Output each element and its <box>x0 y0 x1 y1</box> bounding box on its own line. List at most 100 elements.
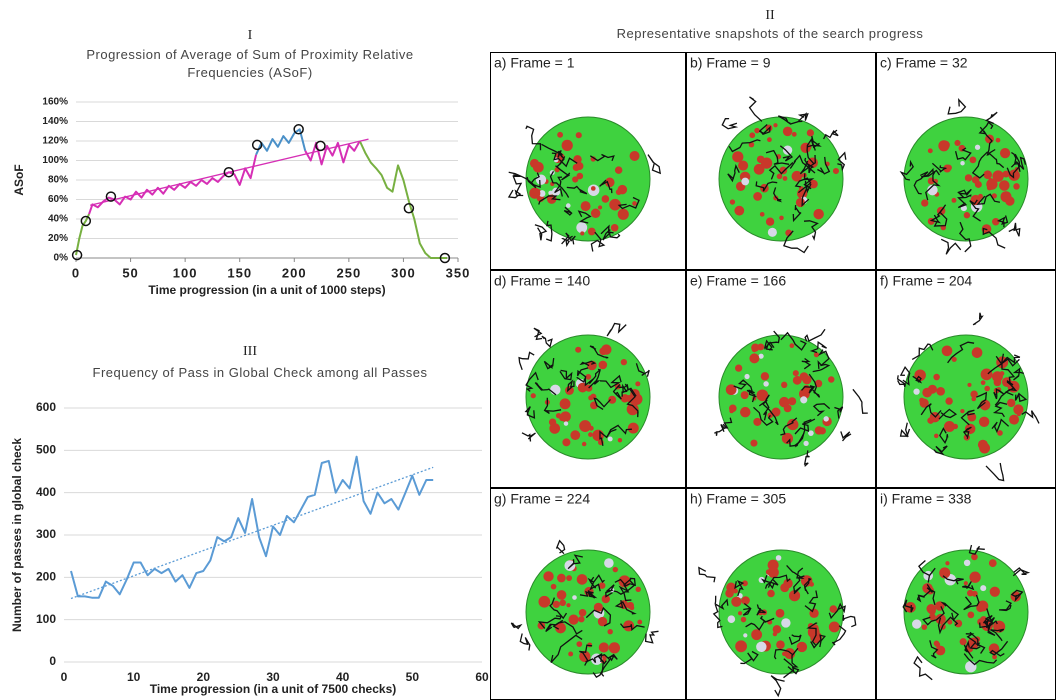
snapshot-label: b) Frame = 9 <box>690 55 771 71</box>
surface-patch <box>954 140 960 146</box>
surface-patch <box>767 590 775 598</box>
surface-patch <box>766 218 774 226</box>
surface-patch <box>792 132 797 137</box>
surface-patch <box>618 209 629 220</box>
surface-patch <box>984 386 990 392</box>
surface-patch <box>781 618 790 627</box>
surface-patch <box>981 368 993 380</box>
data-line <box>89 155 256 214</box>
surface-patch <box>588 432 593 437</box>
surface-patch <box>967 590 974 597</box>
y-tick-label: 40% <box>48 214 68 225</box>
surface-patch <box>741 596 750 605</box>
snapshot-label: h) Frame = 305 <box>690 491 786 507</box>
surface-patch <box>783 146 792 155</box>
surface-patch <box>553 601 560 608</box>
surface-patch <box>602 195 610 203</box>
surface-patch <box>578 616 584 622</box>
surface-patch <box>972 347 983 358</box>
surface-patch <box>615 166 623 174</box>
surface-patch <box>549 423 560 434</box>
surface-patch <box>621 359 627 365</box>
surface-patch <box>753 192 762 201</box>
surface-patch <box>960 638 967 645</box>
y-tick-label: 140% <box>42 116 68 127</box>
surface-patch <box>529 188 540 199</box>
surface-patch <box>1000 371 1005 376</box>
surface-patch <box>828 376 834 382</box>
surface-patch <box>557 574 566 583</box>
surface-patch <box>768 228 777 237</box>
snapshot-label: g) Frame = 224 <box>494 491 590 507</box>
surface-patch <box>934 434 939 439</box>
surface-patch <box>922 388 932 398</box>
surface-patch <box>803 441 808 446</box>
y-tick-label: 400 <box>36 485 56 499</box>
x-tick-label: 250 <box>337 265 362 280</box>
surface-patch <box>783 176 788 181</box>
surface-patch <box>566 203 571 208</box>
x-tick-label: 10 <box>127 670 141 684</box>
x-tick-label: 200 <box>282 265 307 280</box>
surface-patch <box>579 609 587 617</box>
surface-patch <box>776 640 785 649</box>
panel-number: II <box>620 8 920 24</box>
surface-patch <box>559 600 566 607</box>
surface-patch <box>530 159 539 168</box>
surface-patch <box>568 615 578 625</box>
surface-patch <box>952 198 957 203</box>
surface-patch <box>609 642 620 653</box>
surface-patch <box>922 624 928 630</box>
surface-patch <box>757 156 765 164</box>
surface-patch <box>576 222 587 233</box>
surface-patch <box>750 440 757 447</box>
surface-patch <box>588 228 596 236</box>
surface-patch <box>611 224 619 232</box>
surface-patch <box>912 619 921 628</box>
surface-patch <box>781 382 787 388</box>
panel-number: III <box>100 344 400 360</box>
surface-patch <box>637 620 642 625</box>
surface-patch <box>557 590 567 600</box>
surface-patch <box>730 199 735 204</box>
y-tick-label: 200 <box>36 570 56 584</box>
surface-patch <box>960 161 964 165</box>
surface-patch <box>796 198 805 207</box>
surface-patch <box>630 151 640 161</box>
surface-patch <box>779 397 790 408</box>
snapshot-label: a) Frame = 1 <box>494 55 575 71</box>
surface-patch <box>731 597 741 607</box>
surface-patch <box>776 609 785 618</box>
surface-patch <box>599 642 609 652</box>
surface-patch <box>576 641 582 647</box>
surface-patch <box>591 209 600 218</box>
surface-patch <box>926 604 936 614</box>
surface-patch <box>582 442 587 447</box>
surface-patch <box>992 170 1003 181</box>
panel-title: Representative snapshots of the search p… <box>520 25 1020 43</box>
surface-patch <box>971 397 976 402</box>
surface-patch <box>933 374 939 380</box>
surface-patch <box>776 555 782 561</box>
x-tick-label: 0 <box>61 670 68 684</box>
surface-patch <box>1009 415 1019 425</box>
surface-patch <box>999 180 1010 191</box>
surface-patch <box>761 372 769 380</box>
surface-patch <box>557 132 563 138</box>
surface-patch <box>967 611 974 618</box>
surface-patch <box>740 407 750 417</box>
surface-patch <box>599 347 607 355</box>
y-axis-label: ASoF <box>12 164 26 195</box>
surface-patch <box>800 143 810 153</box>
surface-patch <box>815 426 823 434</box>
y-tick-label: 160% <box>42 97 68 108</box>
surface-patch <box>936 387 945 396</box>
surface-patch <box>741 391 749 399</box>
surface-patch <box>735 365 742 372</box>
surface-patch <box>783 127 793 137</box>
surface-patch <box>1005 196 1014 205</box>
surface-patch <box>627 602 634 609</box>
surface-patch <box>813 209 823 219</box>
snapshot-label: e) Frame = 166 <box>690 273 786 289</box>
surface-patch <box>800 396 807 403</box>
